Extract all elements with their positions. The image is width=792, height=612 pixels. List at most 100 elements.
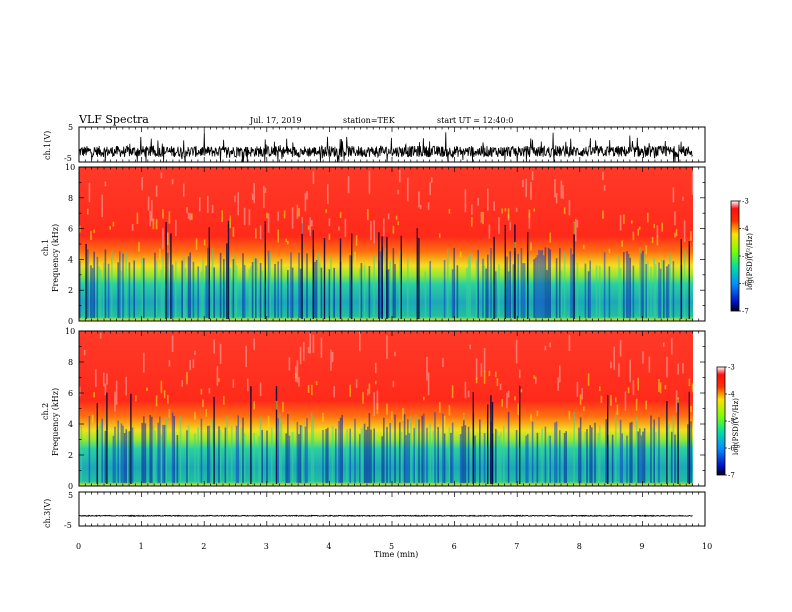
- ch1-spectrogram-ticks: [78, 166, 706, 322]
- spectro-cell: [563, 432, 566, 483]
- spectro-fleck: [482, 211, 484, 225]
- spectro-speckle: [397, 189, 399, 195]
- spectro-cell: [549, 435, 551, 483]
- spectro-cell: [483, 265, 486, 318]
- spectro-cell: [578, 427, 580, 483]
- spectro-cell: [426, 427, 428, 483]
- spectro-fleck: [112, 221, 115, 227]
- spectro-fleck: [167, 232, 169, 246]
- spectro-speckle: [288, 357, 291, 371]
- spectro-speckle: [498, 217, 500, 235]
- spectro-cell: [261, 429, 263, 483]
- spectro-fleck: [160, 380, 163, 394]
- spectro-cell: [242, 417, 244, 483]
- spectro-speckle: [624, 391, 627, 411]
- spectro-fleck: [275, 400, 278, 410]
- spectro-speckle: [575, 218, 577, 242]
- spectro-fleck: [328, 233, 331, 240]
- spectro-fleck: [307, 225, 310, 230]
- spectro-fleck: [439, 233, 441, 238]
- spectro-cell: [259, 263, 262, 318]
- spectro-streak: [493, 236, 495, 319]
- spectro-cell: [143, 416, 145, 483]
- ch2-spectrogram-panel: 0 2 4 6 8 10 ch.2 Frequency (kHz): [41, 327, 706, 491]
- spectro-fleck: [637, 228, 639, 236]
- spectro-cell: [507, 271, 510, 318]
- spectro-cell: [373, 428, 375, 483]
- spectro-cell: [258, 436, 260, 483]
- spectro-cell: [640, 435, 643, 483]
- spectro-speckle: [399, 169, 401, 183]
- spectro-speckle: [320, 337, 323, 358]
- spectro-cell: [576, 262, 579, 318]
- spectro-cell: [200, 271, 203, 318]
- x-tick-label: 0: [76, 542, 81, 551]
- spectro-cell: [186, 430, 188, 483]
- spectro-speckle: [171, 179, 174, 185]
- ch3-waveform-trace: [78, 514, 693, 518]
- spectro-cell: [367, 426, 369, 483]
- spectro-speckle: [151, 199, 153, 222]
- spectro-cell: [242, 253, 244, 318]
- spectro-cell: [589, 260, 591, 318]
- spectro-cell: [211, 248, 214, 318]
- spectro-speckle: [115, 380, 118, 405]
- spectro-speckle: [467, 390, 470, 398]
- spectro-fleck: [355, 235, 358, 246]
- spectro-fleck: [253, 401, 255, 410]
- spectro-cell: [331, 426, 334, 483]
- spectro-fleck: [146, 387, 148, 391]
- spectro-speckle: [581, 388, 583, 400]
- spectro-streak: [275, 386, 278, 484]
- spectro-fleck: [392, 225, 395, 234]
- spectro-speckle: [306, 190, 308, 200]
- spectro-speckle: [237, 192, 239, 216]
- spectro-speckle: [648, 356, 651, 373]
- spectro-streak: [226, 243, 228, 319]
- spectro-cell: [117, 420, 119, 483]
- spectro-cell: [467, 426, 470, 483]
- spectro-cell: [509, 251, 511, 318]
- spectro-cell: [394, 264, 396, 318]
- spectro-speckle: [296, 360, 299, 383]
- spectro-cell: [467, 256, 470, 318]
- spectro-cell: [317, 252, 319, 318]
- spectro-cell: [155, 260, 158, 318]
- spectro-speckle: [181, 380, 183, 387]
- spectro-cell: [219, 252, 222, 318]
- spectro-speckle: [114, 391, 116, 412]
- spectro-fleck: [402, 407, 404, 421]
- spectro-speckle: [328, 218, 331, 227]
- spectro-fleck: [203, 239, 206, 246]
- spectro-speckle: [530, 181, 532, 200]
- spectro-speckle: [488, 224, 491, 239]
- spectro-speckle: [330, 349, 332, 371]
- spectro-cell: [667, 424, 670, 483]
- spectro-speckle: [568, 200, 571, 216]
- spectro-cell: [520, 248, 523, 318]
- spectro-streak: [491, 401, 494, 484]
- spectro-cell: [131, 427, 134, 483]
- colorbar-tick-label: -7: [742, 308, 749, 316]
- spectro-speckle: [619, 215, 622, 231]
- spectro-fleck: [354, 251, 356, 264]
- spectro-cell: [527, 434, 529, 483]
- spectro-cell: [114, 426, 116, 483]
- spectro-cell: [91, 268, 94, 318]
- spectro-speckle: [506, 392, 508, 409]
- spectro-cell: [88, 416, 91, 483]
- spectro-speckle: [199, 197, 201, 212]
- spectro-cell: [683, 249, 686, 318]
- spectro-streak: [250, 386, 252, 484]
- spectro-fleck: [87, 208, 89, 215]
- spectro-streak: [519, 385, 521, 484]
- spectro-cell: [162, 256, 164, 318]
- spectro-cell: [104, 249, 107, 318]
- start-time-label: start UT = 12:40:0: [437, 116, 513, 125]
- spectro-cell: [301, 425, 303, 483]
- spectro-cell: [173, 415, 175, 483]
- spectro-cell: [151, 416, 153, 483]
- spectro-speckle: [419, 204, 422, 210]
- spectro-speckle: [555, 193, 558, 204]
- x-tick-label: 4: [326, 542, 331, 551]
